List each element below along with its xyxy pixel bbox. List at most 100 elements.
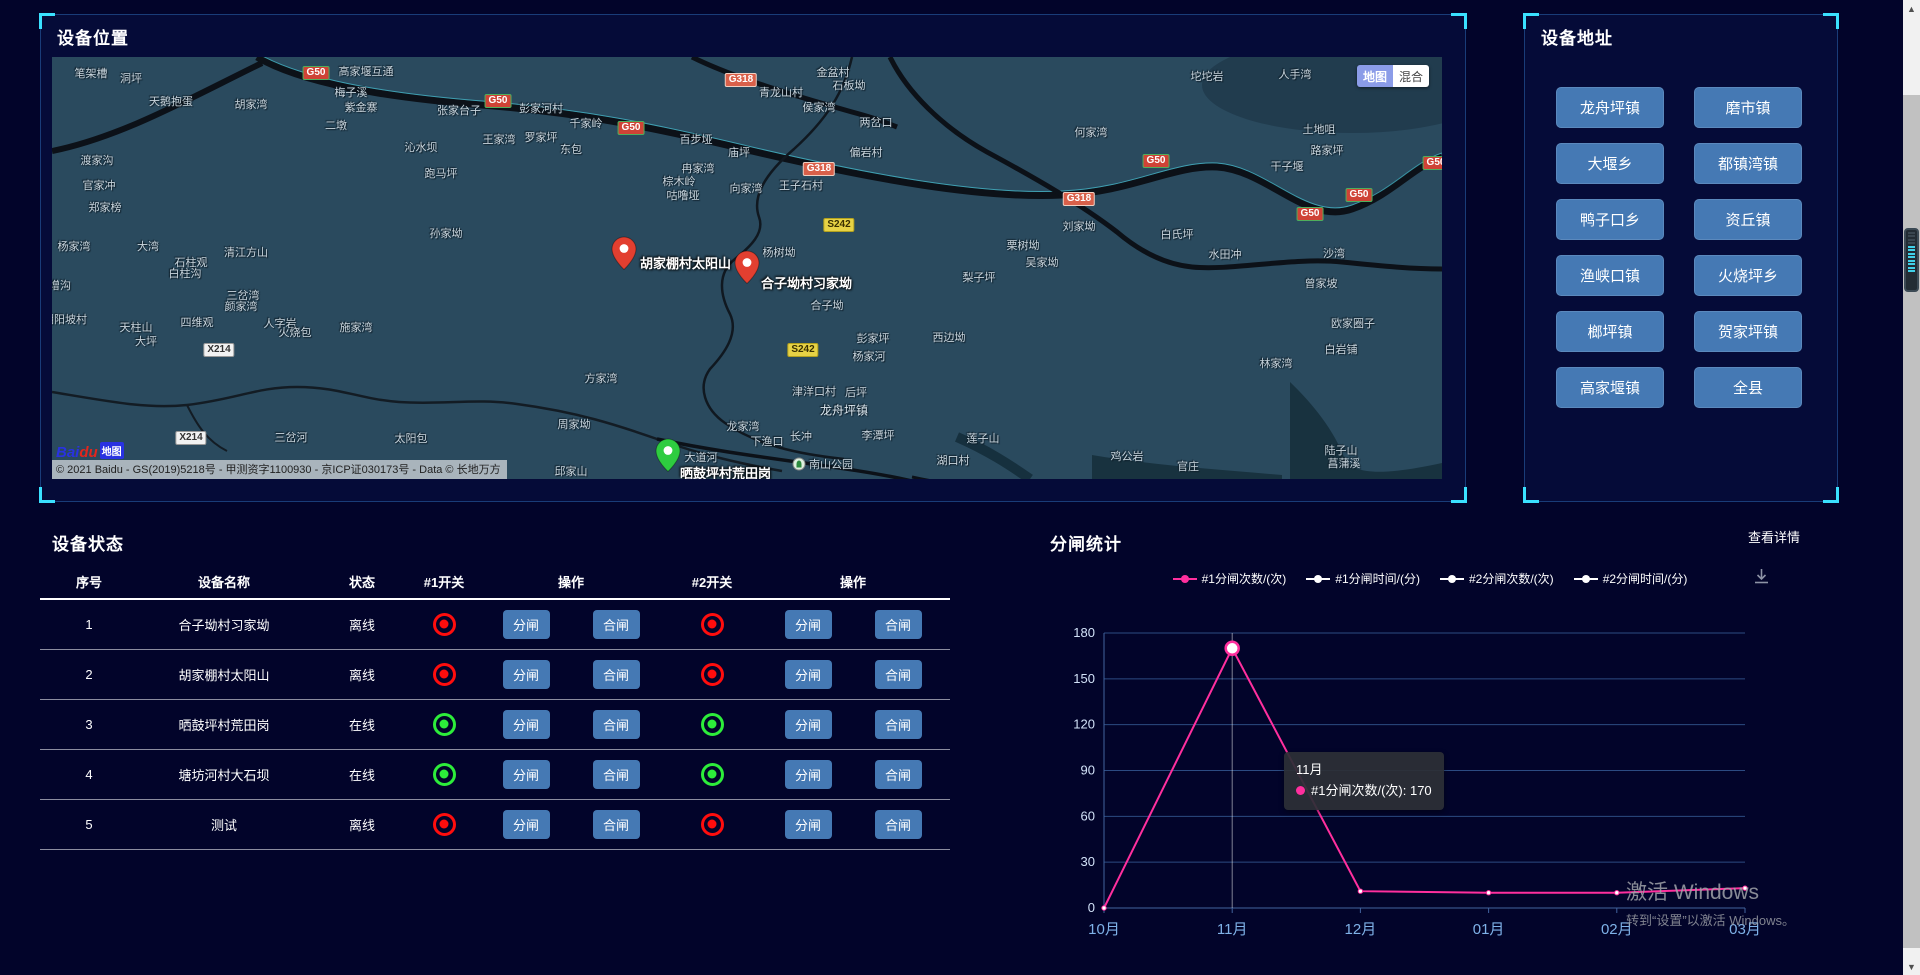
trip-button[interactable]: 分闸 [784, 709, 832, 739]
switch-indicator-green [700, 762, 724, 786]
column-header-2: 设备名称 [138, 565, 310, 600]
svg-text:120: 120 [1073, 717, 1095, 732]
close-button[interactable]: 合闸 [874, 809, 922, 839]
switch-indicator-cell [414, 749, 474, 800]
page-scrollbar[interactable]: ▲ ▼ [1903, 0, 1920, 975]
map-type-map-button[interactable]: 地图 [1357, 65, 1393, 87]
trip-button[interactable]: 分闸 [784, 759, 832, 789]
legend-item[interactable]: #2分闸时间/(分) [1573, 570, 1687, 587]
legend-item[interactable]: #2分闸次数/(次) [1440, 570, 1554, 587]
operation-cell: 分闸 合闸 [474, 749, 668, 800]
close-button[interactable]: 合闸 [592, 759, 640, 789]
svg-text:90: 90 [1081, 763, 1095, 778]
road-shield-G50: G50 [1422, 156, 1442, 170]
tooltip-series-dot [1296, 785, 1305, 795]
tooltip-series-label: #1分闸次数/(次) [1311, 782, 1403, 798]
legend-item[interactable]: #1分闸时间/(分) [1306, 570, 1420, 587]
device-status: 离线 [310, 599, 414, 650]
scrollbar-down-arrow[interactable]: ▼ [1907, 961, 1916, 972]
legend-line-marker-icon [1440, 574, 1464, 584]
trip-button[interactable]: 分闸 [502, 759, 550, 789]
column-header-1: 序号 [40, 565, 138, 600]
table-row: 3 晒鼓坪村荒田岗 在线 分闸 合闸 分闸 合闸 [40, 699, 950, 750]
address-button-大堰乡[interactable]: 大堰乡 [1556, 143, 1664, 184]
close-button[interactable]: 合闸 [592, 709, 640, 739]
trip-button[interactable]: 分闸 [502, 659, 550, 689]
svg-text:01月: 01月 [1473, 921, 1505, 938]
road-shield-G50: G50 [1296, 207, 1324, 221]
address-button-火烧坪乡[interactable]: 火烧坪乡 [1694, 255, 1802, 296]
road-shield-G318: G318 [1062, 192, 1096, 206]
svg-text:10月: 10月 [1088, 921, 1120, 938]
address-button-贺家坪镇[interactable]: 贺家坪镇 [1694, 311, 1802, 352]
legend-line-marker-icon [1306, 574, 1331, 584]
column-header-5: 操作 [474, 565, 668, 600]
device-name: 塘坊河村大石坝 [138, 749, 310, 800]
address-button-资丘镇[interactable]: 资丘镇 [1694, 199, 1802, 240]
map-marker-label: 合子坳村习家坳 [761, 276, 853, 291]
scrollbar-up-arrow[interactable]: ▲ [1907, 3, 1916, 14]
operation-cell: 分闸 合闸 [756, 599, 950, 650]
trip-button[interactable]: 分闸 [502, 609, 550, 639]
address-button-鸭子口乡[interactable]: 鸭子口乡 [1556, 199, 1664, 240]
trip-button[interactable]: 分闸 [502, 809, 550, 839]
device-address-panel: 设备地址 龙舟坪镇 磨市镇 大堰乡 都镇湾镇 鸭子口乡 资丘镇 渔峡口镇 火烧坪乡 榔坪镇 贺家坪… [1523, 13, 1839, 503]
column-header-3: 状态 [310, 565, 414, 600]
svg-text:180: 180 [1073, 625, 1095, 640]
svg-text:30: 30 [1081, 854, 1095, 869]
address-button-grid: 龙舟坪镇 磨市镇 大堰乡 都镇湾镇 鸭子口乡 资丘镇 渔峡口镇 火烧坪乡 榔坪镇 贺家坪镇 高家堰镇… [1556, 87, 1802, 408]
map-marker-label: 胡家棚村太阳山 [640, 256, 732, 271]
trip-button[interactable]: 分闸 [784, 809, 832, 839]
close-button[interactable]: 合闸 [592, 809, 640, 839]
map-marker-green[interactable] [655, 438, 681, 473]
road-shield-G318: G318 [724, 73, 758, 87]
device-status: 离线 [310, 649, 414, 700]
panel-corner [1523, 487, 1539, 503]
legend-item[interactable]: #1分闸次数/(次) [1172, 570, 1286, 587]
device-location-title: 设备位置 [57, 29, 129, 48]
map-type-toggle: 地图 混合 [1357, 65, 1429, 87]
address-button-高家堰镇[interactable]: 高家堰镇 [1556, 367, 1664, 408]
close-button[interactable]: 合闸 [592, 609, 640, 639]
operation-cell: 分闸 合闸 [474, 699, 668, 750]
table-header-row: 序号 设备名称 状态 #1开关 操作 #2开关 操作 [40, 565, 950, 600]
road-shield-G50: G50 [302, 66, 330, 80]
address-button-全县[interactable]: 全县 [1694, 367, 1802, 408]
close-button[interactable]: 合闸 [592, 659, 640, 689]
device-status-title: 设备状态 [52, 535, 124, 554]
legend-label: #1分闸时间/(分) [1335, 572, 1420, 586]
close-button[interactable]: 合闸 [874, 659, 922, 689]
scrollbar-thumb[interactable] [1903, 95, 1920, 948]
chart-tooltip: 11月 #1分闸次数/(次): 170 [1284, 752, 1444, 810]
address-button-渔峡口镇[interactable]: 渔峡口镇 [1556, 255, 1664, 296]
column-header-4: #1开关 [414, 565, 474, 600]
road-shield-G50: G50 [617, 121, 645, 135]
tooltip-title: 11月 [1296, 762, 1323, 777]
switch-indicator-cell [414, 699, 474, 750]
download-icon[interactable] [1752, 567, 1771, 591]
close-button[interactable]: 合闸 [874, 709, 922, 739]
row-number: 4 [40, 749, 138, 800]
table-row: 2 胡家棚村太阳山 离线 分闸 合闸 分闸 合闸 [40, 649, 950, 700]
map-marker-red[interactable] [611, 236, 637, 271]
view-details-link[interactable]: 查看详情 [1748, 530, 1801, 545]
device-name: 胡家棚村太阳山 [138, 649, 310, 700]
switch-indicator-red [700, 662, 724, 686]
road-shield-X214: X214 [175, 431, 207, 445]
trip-button[interactable]: 分闸 [784, 609, 832, 639]
device-status: 在线 [310, 699, 414, 750]
table-row: 5 测试 离线 分闸 合闸 分闸 合闸 [40, 799, 950, 850]
close-button[interactable]: 合闸 [874, 609, 922, 639]
trip-button[interactable]: 分闸 [784, 659, 832, 689]
map-type-hybrid-button[interactable]: 混合 [1393, 65, 1429, 87]
trip-button[interactable]: 分闸 [502, 709, 550, 739]
address-button-龙舟坪镇[interactable]: 龙舟坪镇 [1556, 87, 1664, 128]
address-button-榔坪镇[interactable]: 榔坪镇 [1556, 311, 1664, 352]
address-button-磨市镇[interactable]: 磨市镇 [1694, 87, 1802, 128]
table-row: 1 合子坳村习家坳 离线 分闸 合闸 分闸 合闸 [40, 599, 950, 650]
map-marker-red[interactable] [734, 250, 760, 285]
close-button[interactable]: 合闸 [874, 759, 922, 789]
address-button-都镇湾镇[interactable]: 都镇湾镇 [1694, 143, 1802, 184]
baidu-map[interactable]: 笔架槽 洞坪 天鹅抱蛋 胡家湾 高家堰互通 梅子溪 紫金寨 二墩 张家台子 彭家河村 千家岭 王家湾罗… [52, 57, 1442, 479]
